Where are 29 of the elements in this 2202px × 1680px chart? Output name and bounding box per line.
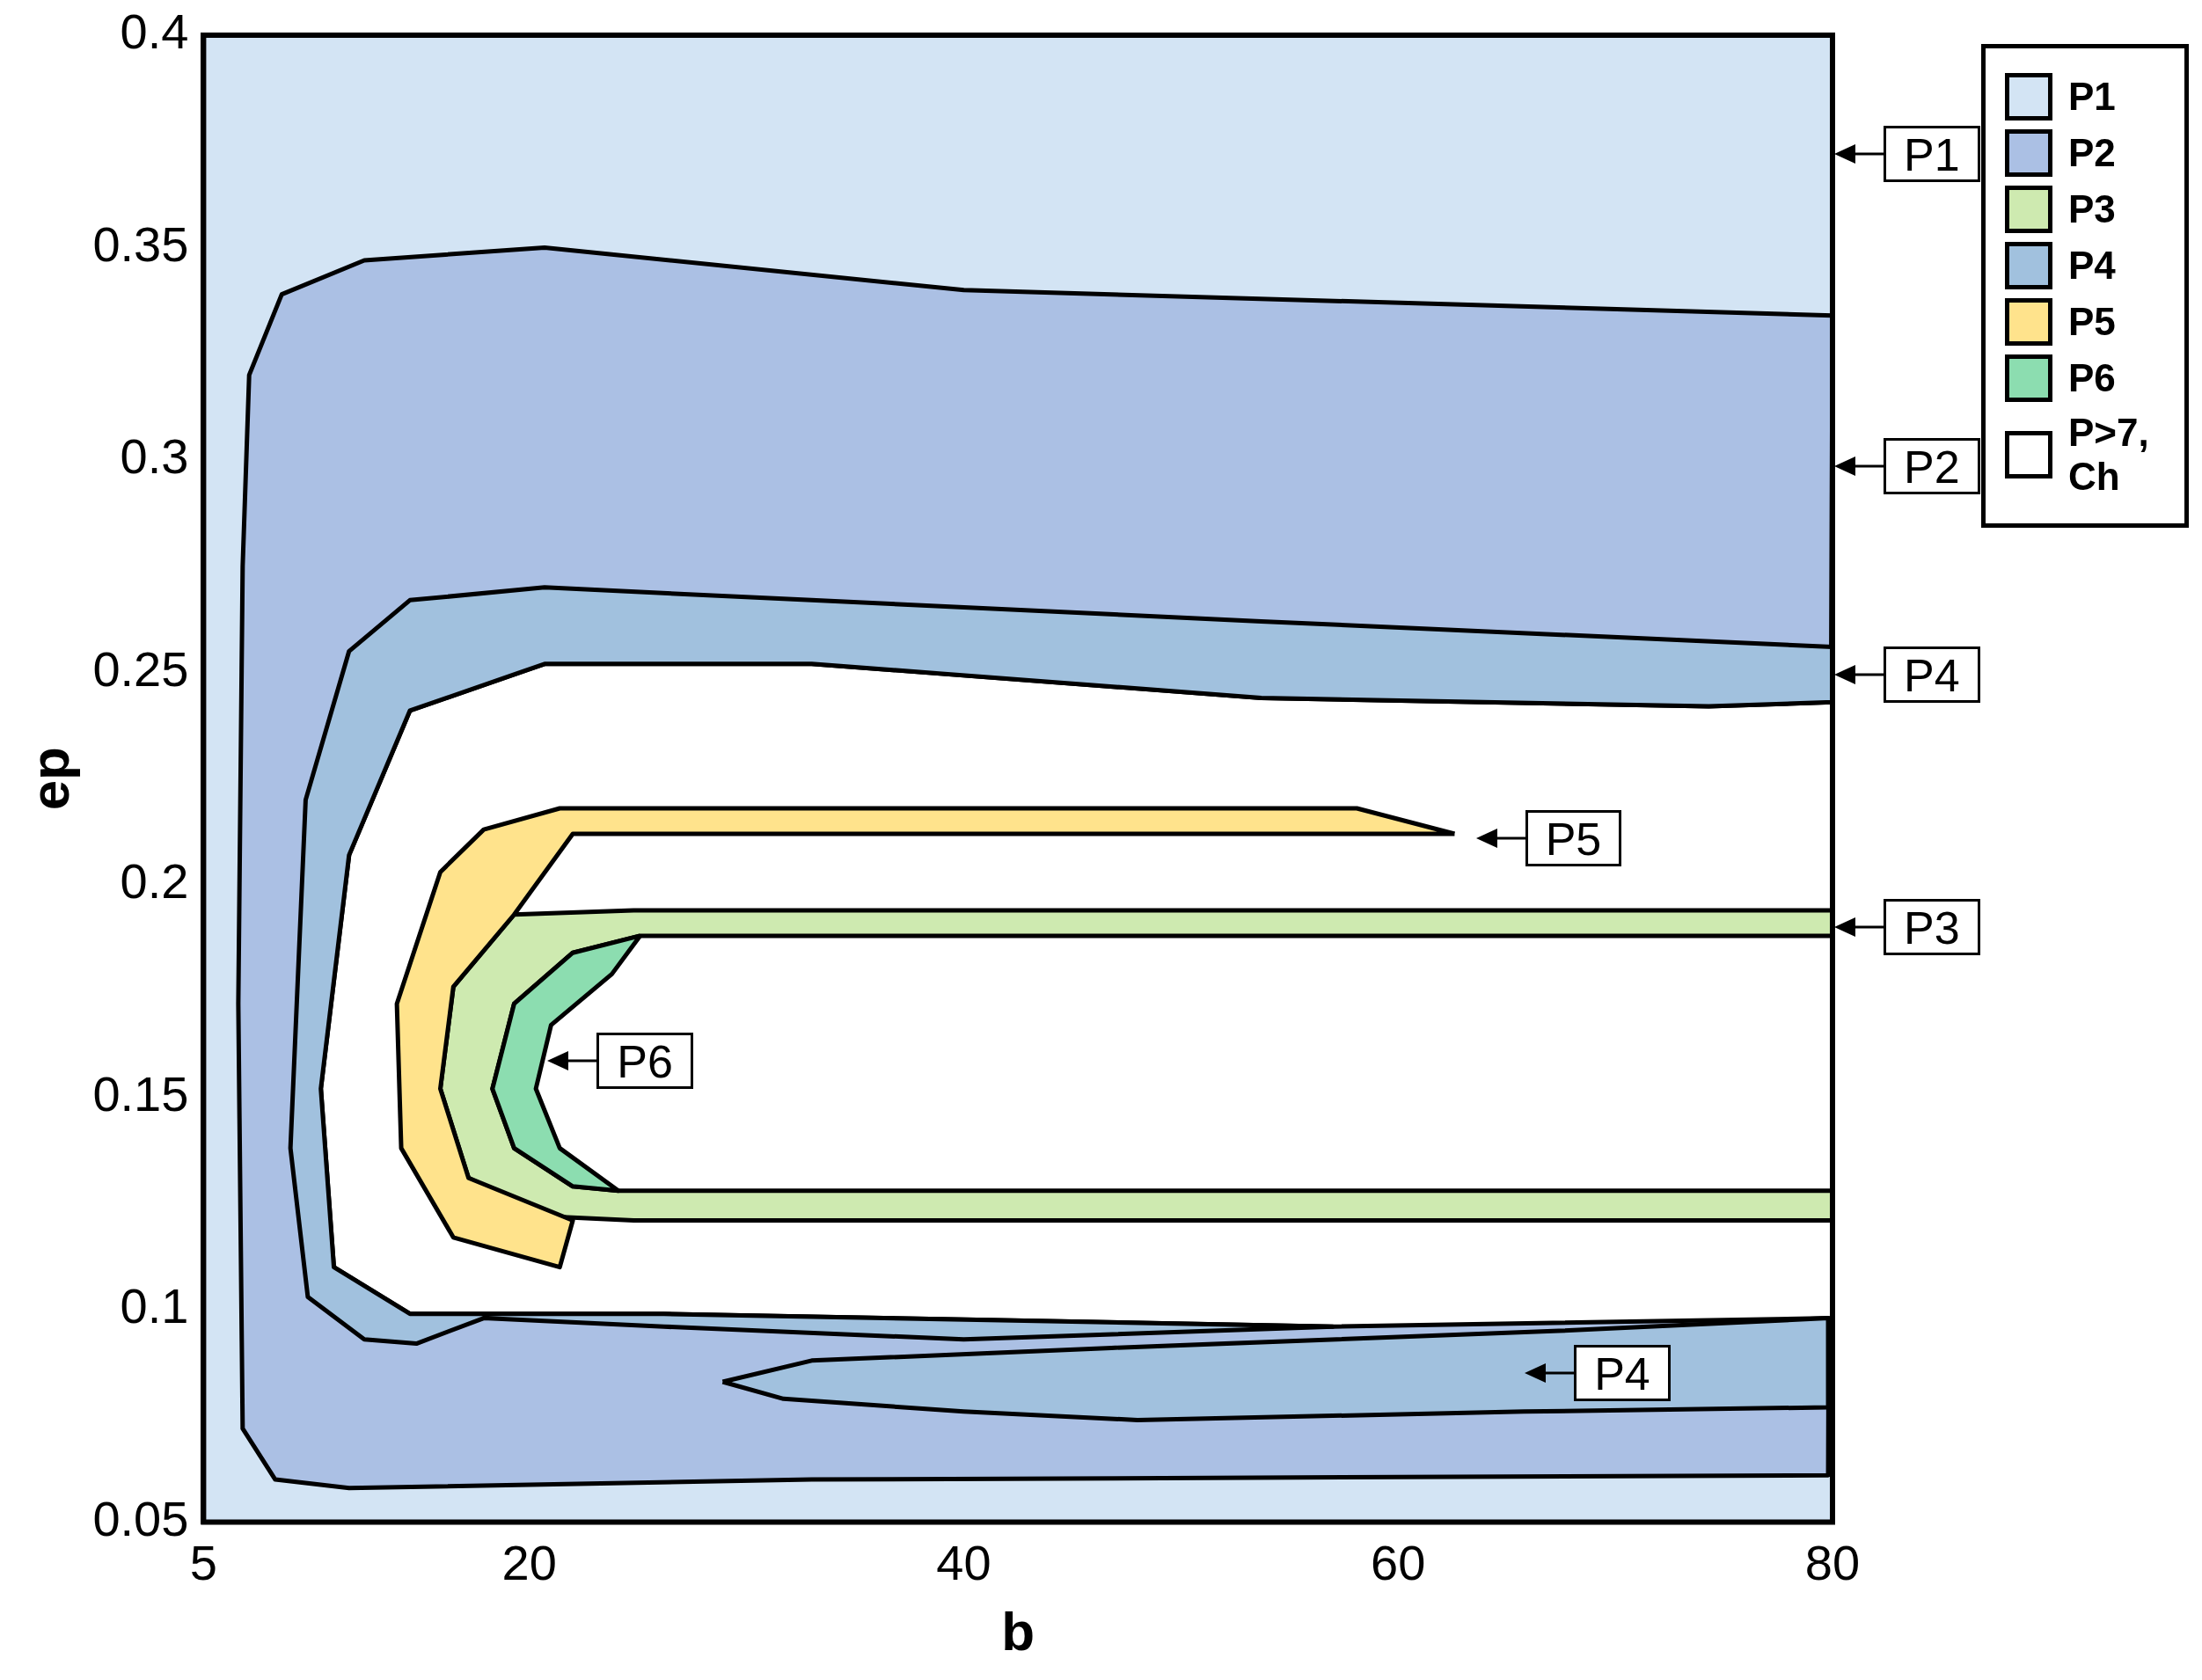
text: P2: [1884, 438, 1980, 495]
y-tick-label: 0.05: [92, 1490, 189, 1546]
legend-label: P1: [2068, 75, 2116, 119]
annotation: P6: [596, 1033, 693, 1090]
legend-label: P6: [2068, 356, 2116, 400]
x-axis-title: b: [1001, 1600, 1035, 1662]
x-tick-label: 5: [189, 1535, 217, 1591]
y-tick-label: 0.2: [120, 853, 189, 909]
x-tick-label: 60: [1371, 1535, 1426, 1591]
text: P1: [1884, 126, 1980, 183]
y-tick-label: 0.1: [120, 1278, 189, 1334]
x-tick-label: 40: [936, 1535, 991, 1591]
legend-label: P5: [2068, 300, 2116, 344]
annotation: P5: [1525, 809, 1622, 866]
x-tick-label: 80: [1804, 1535, 1861, 1591]
y-axis-title: ep: [19, 747, 81, 811]
legend-label: P3: [2068, 187, 2116, 231]
annotation: P4: [1574, 1345, 1671, 1402]
text: P3: [1884, 899, 1980, 956]
legend-label: P2: [2068, 131, 2116, 175]
legend-label: P>7, Ch: [2068, 411, 2150, 499]
legend-label: P4: [2068, 244, 2116, 288]
x-tick-label: 20: [501, 1535, 557, 1591]
y-tick-label: 0.4: [120, 4, 189, 60]
y-tick-label: 0.3: [120, 428, 189, 485]
y-tick-label: 0.15: [92, 1065, 189, 1121]
y-tick-label: 0.35: [92, 215, 189, 272]
y-tick-label: 0.25: [92, 640, 189, 697]
text: P4: [1884, 646, 1980, 703]
